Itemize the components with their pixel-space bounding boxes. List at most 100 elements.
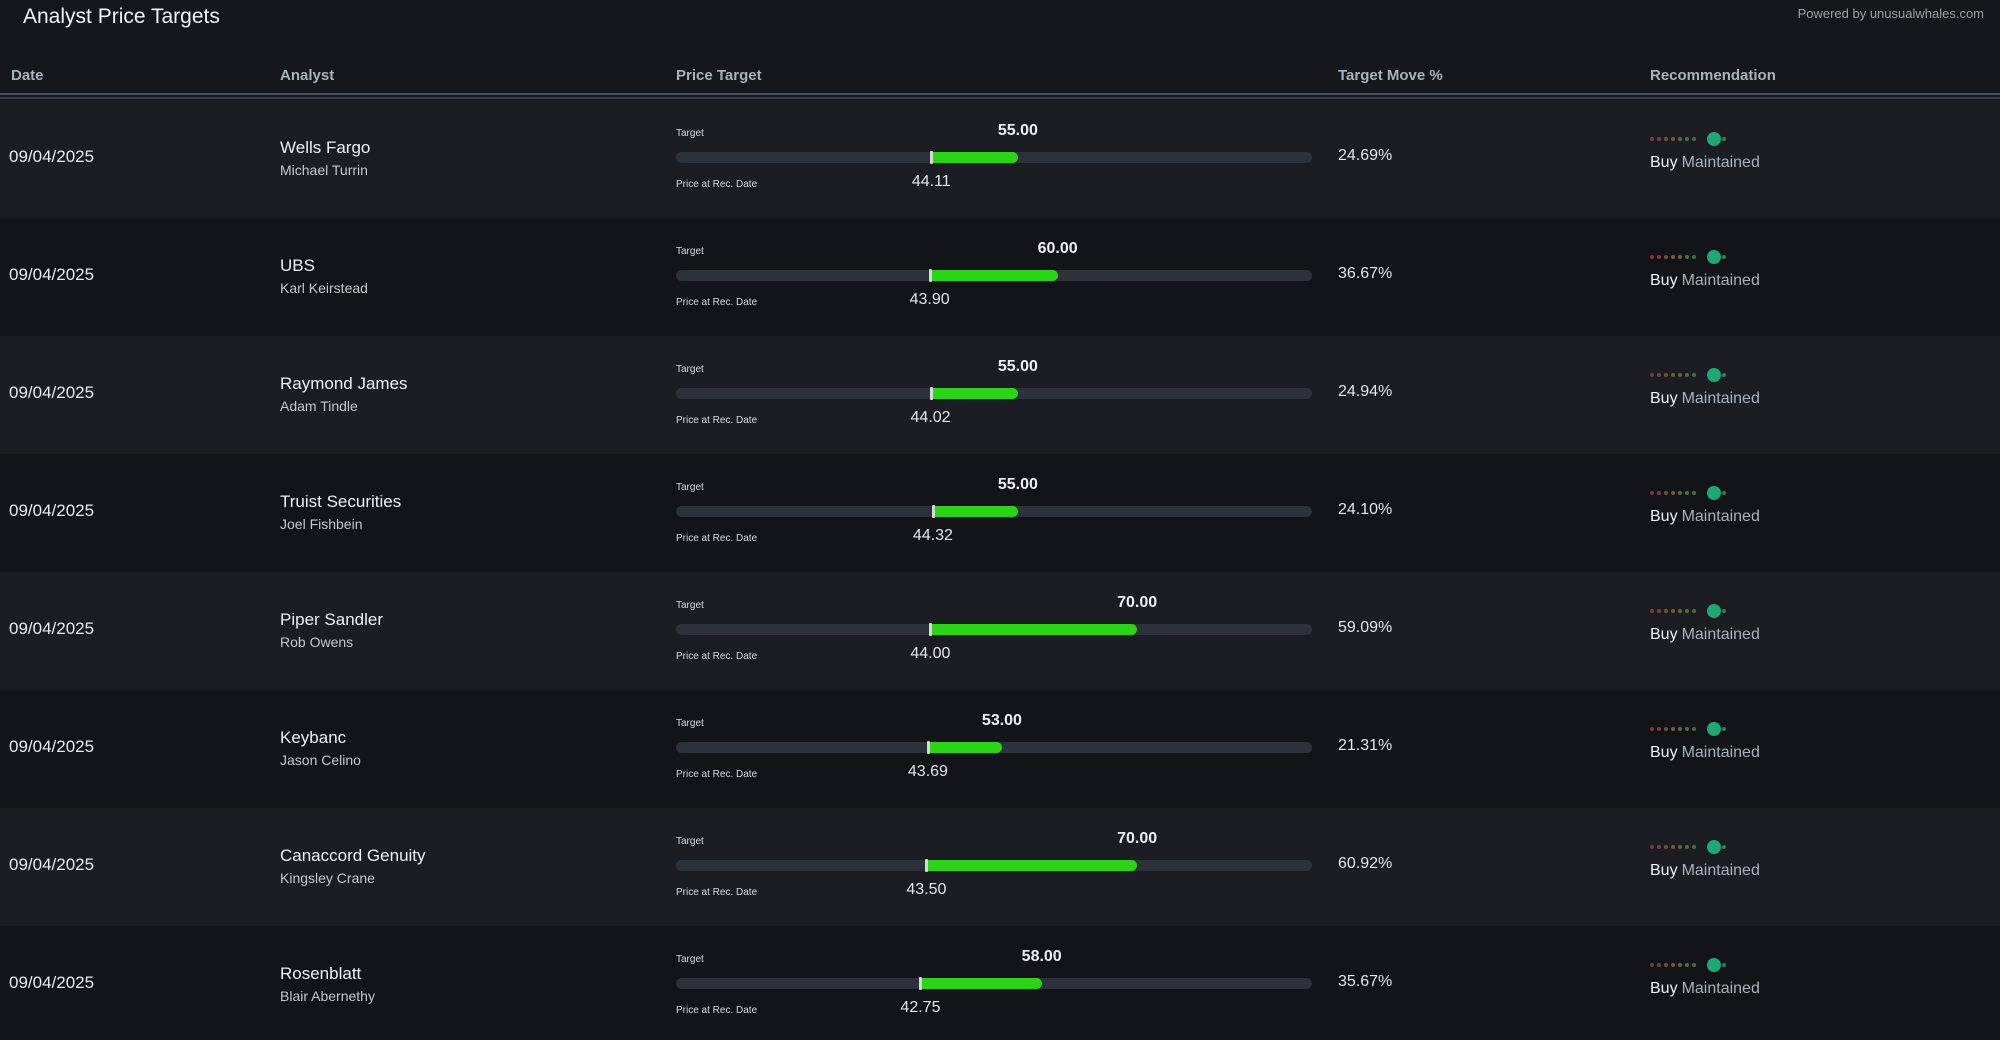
target-label: Target — [676, 718, 704, 729]
recommendation-rating: Buy — [1650, 272, 1678, 289]
date-cell: 09/04/2025 — [9, 619, 95, 638]
price-target-bar-fill — [931, 152, 1018, 163]
rating-scale-dot — [1692, 727, 1696, 731]
target-value: 55.00 — [997, 476, 1038, 493]
recommendation-action: Maintained — [1681, 626, 1760, 643]
price-at-rec-marker — [929, 387, 933, 400]
column-header-target-move[interactable]: Target Move % — [1338, 67, 1443, 84]
column-header-price-target[interactable]: Price Target — [676, 67, 762, 84]
table-row[interactable]: 09/04/2025 Truist Securities Joel Fishbe… — [0, 454, 2000, 572]
rating-scale-dot — [1650, 609, 1654, 613]
rating-scale-dot — [1685, 963, 1689, 967]
price-target-bar-fill — [920, 978, 1042, 989]
rating-scale-dot — [1722, 137, 1726, 141]
analyst-name[interactable]: Jason Celino — [280, 752, 361, 768]
table-row[interactable]: 09/04/2025 UBS Karl Keirstead Target 60.… — [0, 218, 2000, 336]
rating-scale-dot — [1722, 491, 1726, 495]
column-header-recommendation[interactable]: Recommendation — [1650, 67, 1776, 84]
analyst-name[interactable]: Blair Abernethy — [280, 988, 375, 1004]
table-row[interactable]: 09/04/2025 Canaccord Genuity Kingsley Cr… — [0, 808, 2000, 926]
rating-scale-selected-dot — [1707, 368, 1721, 382]
price-at-rec-marker — [930, 151, 934, 164]
analyst-name[interactable]: Michael Turrin — [280, 162, 368, 178]
rating-scale-selected-dot — [1707, 486, 1721, 500]
rating-scale-dot — [1650, 137, 1654, 141]
rating-scale-dot — [1685, 491, 1689, 495]
price-at-rec-marker — [929, 623, 933, 636]
target-label: Target — [676, 836, 704, 847]
firm-name[interactable]: Raymond James — [280, 374, 408, 393]
rating-scale-dot — [1678, 373, 1682, 377]
rating-scale-dot — [1657, 137, 1661, 141]
price-at-rec-marker — [919, 977, 923, 990]
firm-name[interactable]: Rosenblatt — [280, 964, 362, 983]
table-row[interactable]: 09/04/2025 Keybanc Jason Celino Target 5… — [0, 690, 2000, 808]
recommendation-rating: Buy — [1650, 508, 1678, 525]
powered-by-link[interactable]: Powered by unusualwhales.com — [1797, 6, 1984, 21]
rating-scale-selected-dot — [1707, 604, 1721, 618]
rating-scale-indicator — [1650, 131, 1730, 147]
target-move-percent: 24.94% — [1338, 383, 1393, 400]
rating-scale-dot — [1678, 137, 1682, 141]
price-at-rec-value: 42.75 — [900, 999, 941, 1016]
price-target-bar — [676, 977, 1312, 990]
rating-scale-selected-dot — [1707, 958, 1721, 972]
rating-scale-dot — [1650, 727, 1654, 731]
rating-scale-indicator — [1650, 249, 1730, 265]
rating-scale-indicator — [1650, 839, 1730, 855]
rating-scale-dot — [1678, 727, 1682, 731]
recommendation-action: Maintained — [1681, 862, 1760, 879]
analyst-name[interactable]: Karl Keirstead — [280, 280, 368, 296]
rating-scale-dot — [1650, 963, 1654, 967]
rating-scale-dot — [1657, 963, 1661, 967]
rating-scale-dot — [1671, 845, 1675, 849]
analyst-name[interactable]: Joel Fishbein — [280, 516, 363, 532]
rating-scale-dot — [1664, 727, 1668, 731]
target-label: Target — [676, 364, 704, 375]
target-move-percent: 60.92% — [1338, 855, 1393, 872]
date-cell: 09/04/2025 — [9, 383, 95, 402]
firm-name[interactable]: Truist Securities — [280, 492, 402, 511]
price-at-rec-marker — [931, 505, 935, 518]
firm-name[interactable]: UBS — [280, 256, 315, 275]
target-value: 55.00 — [997, 358, 1038, 375]
rating-scale-dot — [1671, 727, 1675, 731]
target-value: 60.00 — [1037, 240, 1078, 257]
table-row[interactable]: 09/04/2025 Wells Fargo Michael Turrin Ta… — [0, 100, 2000, 218]
target-move-percent: 36.67% — [1338, 265, 1393, 282]
price-target-bar — [676, 505, 1312, 518]
rating-scale-dot — [1692, 963, 1696, 967]
rating-scale-dot — [1671, 491, 1675, 495]
target-label: Target — [676, 954, 704, 965]
analyst-name[interactable]: Kingsley Crane — [280, 870, 375, 886]
date-cell: 09/04/2025 — [9, 147, 95, 166]
column-header-analyst[interactable]: Analyst — [280, 67, 335, 84]
recommendation: Buy Maintained — [1650, 980, 1760, 998]
firm-name[interactable]: Wells Fargo — [280, 138, 371, 157]
analyst-name[interactable]: Rob Owens — [280, 634, 354, 650]
recommendation-action: Maintained — [1681, 272, 1760, 289]
rating-scale-indicator — [1650, 485, 1730, 501]
table-row[interactable]: 09/04/2025 Raymond James Adam Tindle Tar… — [0, 336, 2000, 454]
rating-scale-dot — [1671, 137, 1675, 141]
table-row[interactable]: 09/04/2025 Rosenblatt Blair Abernethy Ta… — [0, 926, 2000, 1040]
price-at-rec-marker — [926, 741, 930, 754]
firm-name[interactable]: Keybanc — [280, 728, 347, 747]
price-at-rec-label: Price at Rec. Date — [676, 769, 758, 780]
price-target-bar — [676, 151, 1312, 164]
price-at-rec-value: 43.50 — [906, 881, 947, 898]
firm-name[interactable]: Canaccord Genuity — [280, 846, 426, 865]
column-header-date[interactable]: Date — [11, 67, 44, 84]
rating-scale-dot — [1685, 845, 1689, 849]
rating-scale-dot — [1722, 963, 1726, 967]
rating-scale-indicator — [1650, 957, 1730, 973]
price-at-rec-label: Price at Rec. Date — [676, 297, 758, 308]
analyst-name[interactable]: Adam Tindle — [280, 398, 358, 414]
firm-name[interactable]: Piper Sandler — [280, 610, 384, 629]
price-target-bar-fill — [932, 506, 1018, 517]
recommendation-rating: Buy — [1650, 154, 1678, 171]
rating-scale-dot — [1722, 609, 1726, 613]
table-row[interactable]: 09/04/2025 Piper Sandler Rob Owens Targe… — [0, 572, 2000, 690]
page-title: Analyst Price Targets — [23, 5, 220, 28]
recommendation-action: Maintained — [1681, 390, 1760, 407]
